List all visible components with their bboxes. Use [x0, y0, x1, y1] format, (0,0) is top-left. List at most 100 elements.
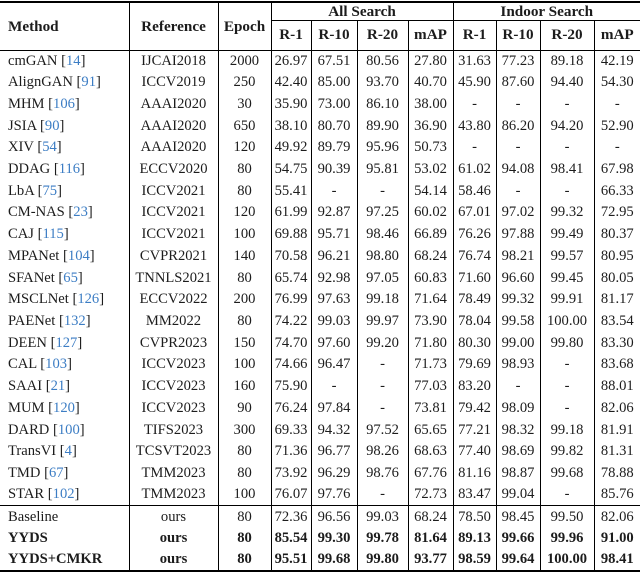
citation-link[interactable]: 126: [77, 291, 100, 308]
column-header-indoor-r20: R-20: [539, 20, 595, 51]
table-row: LbA [75] ICCV2021 80 55.41- -54.14 58.46- -66.…: [0, 180, 640, 202]
all-search-r20-cell: 98.76: [356, 462, 408, 485]
method-name: MUM: [8, 399, 45, 416]
citation-link[interactable]: 104: [67, 247, 90, 264]
indoor-search-r1-cell: 79.42: [452, 397, 497, 419]
all-search-r20-cell: 98.26: [356, 440, 408, 463]
reference-cell: TMM2023: [128, 462, 218, 485]
reference-cell: AAAI2020: [128, 93, 218, 116]
reference-cell: ICCV2021: [128, 201, 218, 224]
method-cell: SFANet [65]: [8, 269, 83, 286]
column-header-all-map: mAP: [407, 20, 454, 51]
method-name: MPANet: [8, 247, 60, 264]
table-row: MUM [120] ICCV2023 90 76.24 97.84-73.81 79.42…: [0, 397, 640, 419]
citation-link[interactable]: 23: [73, 204, 88, 221]
indoor-search-map-cell: 91.00: [593, 527, 640, 550]
indoor-search-r20-cell: -: [539, 397, 595, 419]
indoor-search-r1-cell: 81.16: [452, 462, 497, 485]
citation-link[interactable]: 106: [53, 95, 75, 112]
reference-cell: CVPR2023: [128, 332, 218, 354]
citation-link[interactable]: 115: [42, 226, 64, 243]
indoor-search-r1-cell: 45.90: [452, 71, 497, 94]
indoor-search-map-cell: 82.06: [593, 505, 640, 528]
all-search-r20-cell: 99.18: [356, 288, 408, 311]
indoor-search-r10-cell: 77.23: [495, 49, 541, 72]
reference-cell: ECCV2022: [128, 288, 218, 311]
all-search-r10-cell: 96.21: [310, 245, 357, 268]
epoch-cell: 80: [217, 462, 271, 485]
epoch-cell: 100: [217, 484, 271, 506]
all-search-r1-cell: 35.90: [270, 93, 311, 116]
citation-link[interactable]: 100: [57, 421, 80, 438]
method-name: SAAI: [8, 378, 43, 395]
indoor-search-r20-cell: 94.20: [539, 115, 595, 137]
all-search-r20-cell: 95.81: [356, 158, 408, 181]
all-search-r20-cell: 89.90: [356, 115, 408, 137]
column-header-indoor-map: mAP: [593, 20, 640, 51]
all-search-r10-cell: 73.00: [310, 93, 357, 116]
indoor-search-r20-cell: 100.00: [539, 310, 595, 333]
all-search-r20-cell: 80.56: [356, 49, 408, 72]
indoor-search-r10-cell: 99.04: [495, 484, 541, 506]
citation-link[interactable]: 91: [81, 74, 96, 91]
indoor-search-map-cell: 83.30: [593, 332, 640, 354]
method-name: DARD: [8, 421, 50, 438]
citation-link[interactable]: 4: [64, 443, 72, 460]
table-row: MHM [106] AAAI2020 30 35.90 73.00 86.10 38.00-…: [0, 93, 640, 116]
table-row: AlignGAN [91] ICCV2019 250 42.40 85.00 93.70 4…: [0, 71, 640, 94]
indoor-search-r10-cell: 94.08: [495, 158, 541, 181]
table-row: STAR [102] TMM2023 100 76.07 97.76-72.73 83.4…: [0, 484, 640, 506]
reference-cell: ours: [128, 527, 218, 550]
all-search-map-cell: 50.73: [407, 136, 454, 159]
citation-link[interactable]: 54: [42, 139, 57, 156]
reference-cell: ICCV2023: [128, 397, 218, 419]
method-cell: JSIA [90]: [8, 117, 65, 134]
method-cell: TransVI [4]: [8, 443, 77, 460]
table-row: cmGAN [14] IJCAI2018 2000 26.97 67.51 80.56 27…: [0, 49, 640, 72]
all-search-r1-cell: 69.33: [270, 418, 311, 441]
reference-cell: TNNLS2021: [128, 267, 218, 289]
citation-link[interactable]: 116: [58, 161, 81, 178]
citation-link[interactable]: 120: [53, 399, 75, 416]
citation-link[interactable]: 102: [52, 486, 75, 503]
all-search-r1-cell: 76.24: [270, 397, 311, 419]
all-search-r10-cell: 97.63: [310, 288, 357, 311]
citation-link[interactable]: 132: [63, 312, 86, 329]
reference-cell: ours: [128, 549, 218, 571]
all-search-map-cell: 77.03: [407, 375, 454, 398]
table-row: JSIA [90] AAAI2020 650 38.10 80.70 89.90 36.90…: [0, 115, 640, 137]
citation-link[interactable]: 14: [65, 52, 81, 69]
citation-link[interactable]: 21: [50, 378, 66, 395]
indoor-search-map-cell: 98.41: [593, 549, 640, 571]
reference-cell: AAAI2020: [128, 115, 218, 137]
citation-link[interactable]: 75: [42, 182, 58, 199]
indoor-search-r20-cell: -: [539, 375, 595, 398]
epoch-cell: 200: [217, 288, 271, 311]
citation-link[interactable]: 67: [48, 464, 64, 481]
method-cell: CAL [103]: [8, 356, 72, 373]
method-cell: Baseline: [0, 505, 129, 528]
all-search-map-cell: 60.83: [407, 267, 454, 289]
all-search-r20-cell: 99.97: [356, 310, 408, 333]
all-search-r20-cell: 97.05: [356, 267, 408, 289]
all-search-r1-cell: 49.92: [270, 136, 311, 159]
all-search-r1-cell: 55.41: [270, 180, 311, 202]
indoor-search-r10-cell: 98.21: [495, 245, 541, 268]
method-cell: PAENet [132]: [8, 312, 91, 329]
reference-cell: ICCV2021: [128, 223, 218, 246]
epoch-cell: 80: [217, 158, 271, 181]
citation-link[interactable]: 103: [45, 356, 68, 373]
reference-cell: ICCV2023: [128, 353, 218, 376]
all-search-r1-cell: 73.92: [270, 462, 311, 485]
method-name: TransVI: [8, 443, 57, 460]
epoch-cell: 80: [217, 527, 271, 550]
all-search-r1-cell: 69.88: [270, 223, 311, 246]
indoor-search-r1-cell: 83.47: [452, 484, 497, 506]
method-name: AlignGAN: [8, 74, 73, 91]
epoch-cell: 250: [217, 71, 271, 94]
method-cell: DARD [100]: [8, 421, 85, 438]
citation-link[interactable]: 90: [44, 117, 60, 134]
indoor-search-map-cell: 80.05: [593, 267, 640, 289]
citation-link[interactable]: 127: [55, 334, 78, 351]
citation-link[interactable]: 65: [63, 269, 78, 286]
